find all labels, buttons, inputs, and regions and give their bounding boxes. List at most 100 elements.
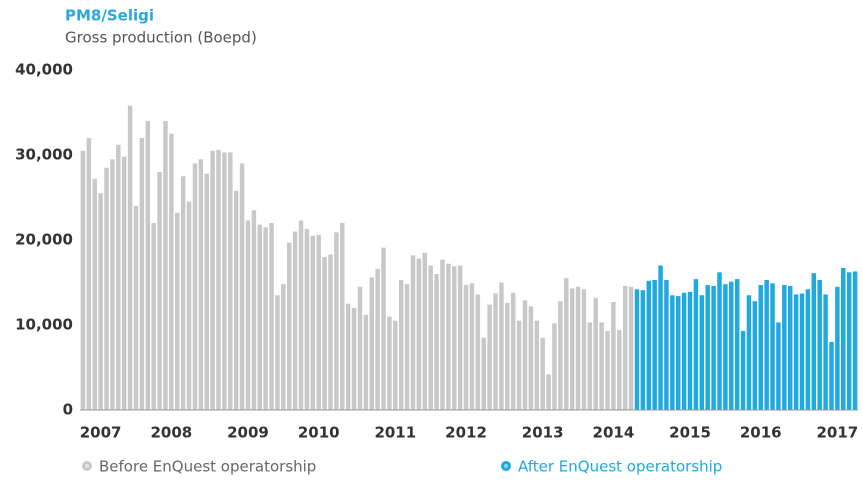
bar bbox=[322, 257, 327, 410]
bar bbox=[239, 163, 245, 410]
bar bbox=[487, 304, 492, 410]
bar bbox=[841, 268, 846, 410]
bar bbox=[233, 190, 239, 410]
bar bbox=[204, 173, 209, 410]
chart-title: PM8/Seligi bbox=[65, 7, 154, 25]
bar bbox=[599, 322, 604, 410]
bar bbox=[404, 284, 410, 410]
bar bbox=[363, 314, 369, 410]
bar bbox=[127, 105, 133, 410]
bar bbox=[398, 279, 404, 410]
bar bbox=[528, 306, 534, 410]
bar bbox=[628, 286, 634, 410]
bar bbox=[446, 263, 451, 410]
legend-swatch-center bbox=[85, 464, 89, 468]
bar bbox=[564, 278, 569, 410]
bar bbox=[104, 167, 109, 410]
bar bbox=[534, 320, 540, 410]
bar bbox=[622, 285, 628, 410]
legend-label: Before EnQuest operatorship bbox=[99, 458, 316, 476]
bar bbox=[340, 223, 345, 410]
bar bbox=[558, 301, 563, 410]
bar bbox=[210, 150, 215, 410]
bar bbox=[787, 285, 793, 410]
bar bbox=[717, 272, 722, 410]
bar bbox=[481, 337, 486, 410]
bar bbox=[151, 223, 156, 410]
bar bbox=[80, 150, 86, 410]
x-tick-label: 2009 bbox=[227, 424, 269, 442]
bar bbox=[334, 232, 339, 410]
bar bbox=[475, 294, 481, 410]
bar bbox=[611, 302, 616, 410]
bar bbox=[605, 330, 610, 410]
bar bbox=[180, 176, 186, 410]
bar bbox=[817, 279, 822, 410]
bar bbox=[163, 121, 168, 410]
bar bbox=[228, 152, 233, 410]
bar bbox=[422, 252, 428, 410]
bar bbox=[216, 149, 221, 410]
bar bbox=[546, 374, 551, 410]
bar bbox=[746, 295, 752, 410]
y-tick-label: 0 bbox=[63, 401, 73, 419]
bar bbox=[758, 285, 763, 410]
x-tick-label: 2008 bbox=[150, 424, 192, 442]
bar bbox=[116, 144, 121, 411]
bar bbox=[298, 220, 304, 410]
bar bbox=[292, 231, 298, 410]
bar bbox=[328, 254, 333, 410]
bar bbox=[516, 320, 522, 410]
bar bbox=[752, 301, 758, 410]
bar bbox=[92, 178, 97, 410]
bar bbox=[275, 295, 280, 410]
bar bbox=[770, 283, 775, 410]
x-tick-label: 2017 bbox=[816, 424, 858, 442]
x-tick-label: 2010 bbox=[298, 424, 340, 442]
bar bbox=[776, 322, 781, 410]
bar bbox=[581, 289, 587, 410]
bar bbox=[133, 206, 139, 410]
bar bbox=[793, 294, 799, 410]
bar bbox=[634, 289, 640, 410]
bar bbox=[257, 224, 263, 410]
bar bbox=[510, 292, 516, 410]
bar bbox=[393, 320, 398, 410]
bar bbox=[764, 279, 769, 410]
bar bbox=[499, 282, 504, 410]
y-tick-label: 30,000 bbox=[15, 146, 73, 164]
bar bbox=[693, 279, 699, 410]
bar bbox=[357, 286, 363, 410]
bar bbox=[829, 342, 834, 410]
bar bbox=[593, 297, 598, 410]
bar bbox=[345, 303, 351, 410]
bar bbox=[316, 234, 321, 410]
bar bbox=[351, 308, 357, 410]
bar bbox=[434, 274, 439, 410]
bar bbox=[381, 247, 386, 410]
bar bbox=[245, 220, 251, 410]
bar bbox=[186, 201, 192, 410]
bar bbox=[304, 228, 310, 410]
bar bbox=[457, 265, 463, 410]
x-tick-label: 2014 bbox=[593, 424, 635, 442]
x-tick-label: 2007 bbox=[80, 424, 122, 442]
bar bbox=[681, 292, 687, 410]
x-tick-label: 2015 bbox=[669, 424, 711, 442]
bar bbox=[799, 293, 805, 410]
x-tick-label: 2016 bbox=[740, 424, 782, 442]
bar bbox=[575, 286, 581, 410]
bar bbox=[723, 284, 728, 410]
y-tick-label: 10,000 bbox=[15, 316, 73, 334]
bar bbox=[640, 290, 646, 410]
bar bbox=[410, 255, 416, 410]
bar bbox=[169, 133, 174, 410]
legend-swatch-center bbox=[504, 464, 508, 468]
x-tick-label: 2013 bbox=[522, 424, 564, 442]
bar bbox=[463, 285, 469, 410]
bar bbox=[369, 277, 374, 410]
bar bbox=[805, 289, 811, 410]
bar bbox=[740, 330, 746, 410]
bar bbox=[469, 283, 475, 410]
